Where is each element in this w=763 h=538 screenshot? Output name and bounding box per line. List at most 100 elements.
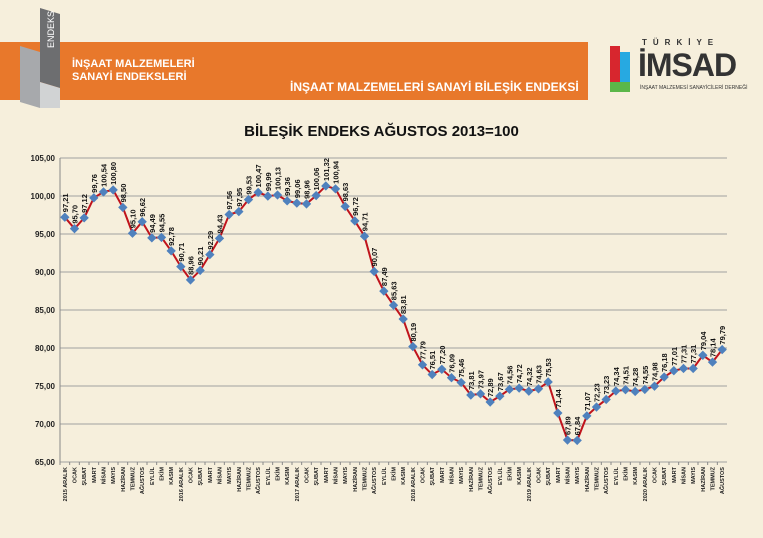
- data-label: 67,89: [564, 416, 573, 435]
- x-tick-label: MAYIS: [343, 467, 349, 484]
- data-point: [243, 194, 254, 205]
- x-tick-label: KASIM: [285, 467, 291, 485]
- x-tick-label: AĞUSTOS: [486, 467, 494, 494]
- header-subtitle-line2: SANAYİ ENDEKSLERİ: [72, 71, 187, 83]
- data-point: [572, 435, 582, 446]
- data-label: 100,47: [254, 164, 263, 187]
- x-tick-label: OCAK: [653, 467, 659, 483]
- data-point: [659, 372, 669, 382]
- data-label: 74,51: [622, 366, 631, 385]
- data-label: 79,79: [718, 326, 727, 345]
- data-label: 73,67: [496, 372, 505, 391]
- data-label: 77,31: [689, 345, 698, 364]
- data-label: 99,53: [245, 176, 254, 195]
- data-point: [427, 369, 437, 380]
- data-label: 67,84: [573, 416, 582, 436]
- data-point: [707, 357, 718, 367]
- imsad-logo-red-bar: [610, 46, 620, 82]
- data-point: [669, 366, 679, 376]
- data-point: [224, 209, 234, 220]
- y-tick-label: 95,00: [35, 230, 56, 239]
- data-label: 76,18: [660, 353, 669, 372]
- x-tick-label: AĞUSTOS: [138, 467, 146, 494]
- data-point: [388, 300, 399, 310]
- data-label: 74,55: [641, 366, 650, 385]
- data-label: 99,76: [90, 174, 99, 193]
- x-tick-label: TEMMUZ: [131, 466, 137, 490]
- data-label: 94,43: [216, 215, 225, 234]
- x-tick-label: MART: [440, 466, 446, 483]
- data-label: 94,71: [361, 212, 370, 231]
- data-label: 74,98: [651, 362, 660, 381]
- data-point: [137, 217, 147, 227]
- x-tick-label: AĞUSTOS: [254, 467, 262, 494]
- data-point: [263, 191, 273, 201]
- x-tick-label: TEMMUZ: [247, 466, 253, 490]
- data-point: [417, 360, 428, 370]
- x-tick-label: 2018 ARALIK: [411, 467, 417, 501]
- x-tick-label: EKİM: [159, 467, 166, 481]
- x-tick-label: MART: [208, 466, 214, 483]
- imsad-logo-blue-bar: [620, 52, 630, 82]
- data-label: 77,01: [670, 347, 679, 366]
- data-point: [456, 377, 466, 388]
- data-label: 96,72: [351, 197, 360, 216]
- x-tick-label: HAZİRAN: [236, 467, 243, 492]
- x-tick-label: EYLÜL: [613, 466, 620, 485]
- data-point: [89, 193, 99, 203]
- x-tick-label: EKİM: [275, 467, 282, 481]
- data-point: [292, 198, 302, 208]
- x-tick-label: EYLÜL: [149, 466, 156, 485]
- x-tick-label: OCAK: [537, 467, 543, 483]
- data-point: [611, 386, 621, 396]
- data-label: 99,06: [293, 179, 302, 198]
- x-tick-label: 2017 ARALIK: [295, 467, 301, 501]
- data-label: 75,46: [457, 359, 466, 378]
- data-label: 97,56: [225, 191, 234, 210]
- data-label: 73,97: [477, 370, 486, 389]
- x-tick-label: NİSAN: [681, 467, 688, 484]
- data-point: [166, 246, 176, 256]
- data-label: 90,07: [370, 248, 379, 267]
- x-tick-label: HAZİRAN: [120, 467, 127, 492]
- data-point: [562, 435, 573, 445]
- header-subtitle: İNŞAAT MALZEMELERİ SANAYİ ENDEKSLERİ: [72, 58, 212, 84]
- x-tick-label: AĞUSTOS: [602, 467, 610, 494]
- x-tick-label: HAZİRAN: [352, 467, 359, 492]
- x-tick-label: MAYIS: [691, 467, 697, 484]
- data-point: [156, 232, 167, 243]
- data-point: [147, 233, 157, 243]
- data-point: [272, 190, 283, 200]
- imsad-country: TÜRKİYE: [642, 38, 720, 47]
- data-point: [330, 184, 341, 194]
- data-point: [301, 199, 312, 209]
- x-tick-label: OCAK: [73, 467, 79, 483]
- data-point: [118, 202, 128, 213]
- x-tick-label: AĞUSTOS: [718, 467, 726, 494]
- data-label: 76,51: [428, 351, 437, 370]
- data-point: [340, 201, 350, 212]
- imsad-logo-green-bar: [610, 82, 630, 92]
- data-label: 71,07: [583, 392, 592, 411]
- x-tick-label: EKİM: [623, 467, 630, 481]
- x-tick-label: MAYIS: [575, 467, 581, 484]
- data-label: 78,14: [709, 338, 718, 358]
- data-point: [553, 408, 563, 418]
- data-label: 97,95: [235, 188, 244, 207]
- data-label: 74,63: [535, 365, 544, 384]
- data-point: [127, 228, 138, 238]
- data-label: 85,63: [390, 281, 399, 300]
- x-tick-label: 2019 ARALIK: [527, 467, 533, 501]
- data-label: 77,79: [419, 341, 428, 360]
- data-label: 100,80: [109, 162, 118, 185]
- data-point: [717, 344, 727, 355]
- x-tick-label: 2015 ARALIK: [63, 467, 69, 501]
- data-label: 98,50: [119, 184, 128, 203]
- data-point: [282, 196, 292, 206]
- data-label: 74,28: [631, 368, 640, 387]
- data-label: 90,21: [196, 247, 205, 266]
- data-point: [195, 265, 205, 276]
- data-label: 97,12: [80, 194, 89, 213]
- data-label: 101,32: [322, 158, 331, 181]
- y-tick-label: 90,00: [35, 268, 56, 277]
